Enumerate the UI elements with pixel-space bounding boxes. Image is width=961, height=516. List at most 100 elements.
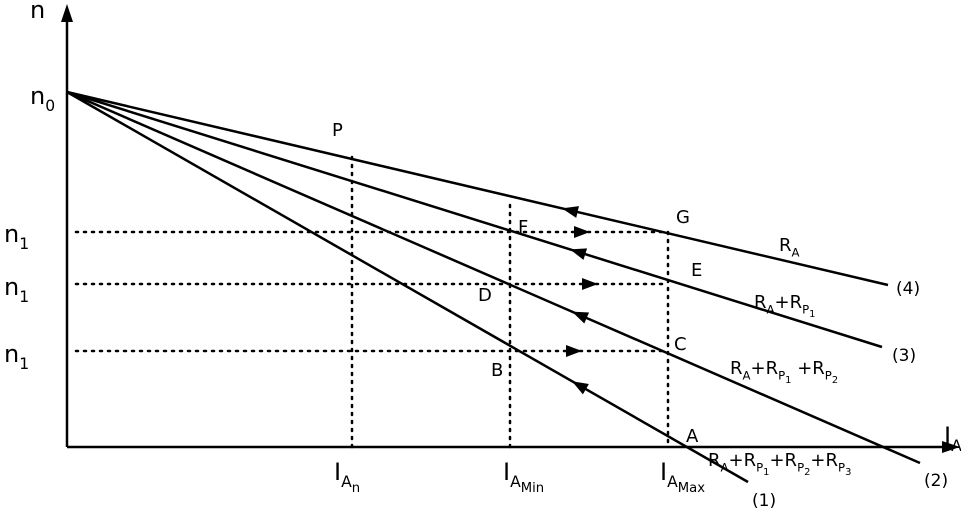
characteristic-line (66, 90, 889, 287)
point-label: A (686, 426, 699, 447)
current-label: IAMin (503, 458, 544, 496)
text-part: (4) (896, 279, 920, 299)
text-part: R (708, 450, 721, 471)
subscript: 1 (19, 235, 29, 253)
text-part: R (779, 235, 792, 256)
direction-arrow (562, 206, 579, 218)
resistance-label: RA+RP1 +RP2 (730, 358, 838, 386)
resistance-label: RA (779, 235, 800, 259)
subscript: A (510, 473, 521, 491)
point-label: E (691, 260, 702, 281)
point-label: G (676, 207, 690, 228)
text-part: +R (769, 450, 797, 471)
text-part: n (4, 220, 19, 248)
subscript: 3 (845, 467, 851, 478)
subscript: A (341, 473, 352, 491)
subscript: 1 (809, 309, 815, 320)
direction-arrow (574, 226, 590, 238)
resistance-label: RA+RP1 (754, 292, 815, 320)
direction-arrow (572, 381, 589, 395)
subscript: 1 (19, 288, 29, 306)
line-number: (1) (752, 491, 776, 511)
subscript: P (756, 460, 763, 474)
text-part: I (944, 422, 951, 450)
speed-label: n0 (30, 82, 55, 115)
line-number: (3) (892, 346, 916, 366)
direction-arrow (582, 278, 598, 290)
text-part: +R (751, 358, 779, 379)
characteristic-line (66, 90, 921, 465)
text-part: D (478, 285, 492, 306)
characteristic-line (66, 90, 749, 484)
guide-lines (74, 155, 670, 449)
text-part: A (686, 426, 699, 447)
subscript: 1 (785, 375, 791, 386)
y-axis-arrow (61, 4, 73, 22)
current-label: IAMax (660, 458, 705, 496)
subscript: A (792, 245, 800, 259)
subscript: 2 (804, 467, 810, 478)
point-label: F (518, 217, 528, 238)
text-part: (3) (892, 346, 916, 366)
text-part: n (30, 82, 45, 110)
text-part: +R (775, 292, 803, 313)
subscript: P (778, 368, 785, 382)
text-part: F (518, 217, 528, 238)
text-part: I (660, 458, 667, 486)
text-part: +R (791, 358, 824, 379)
text-part: n (4, 273, 19, 301)
text-part: +R (729, 450, 757, 471)
subscript: Max (678, 481, 705, 496)
subscript: 1 (763, 467, 769, 478)
speed-label: n1 (4, 220, 29, 253)
subscript: Min (521, 481, 544, 496)
text-part: n (30, 0, 45, 24)
line-number: (2) (924, 471, 948, 491)
text-part: R (754, 292, 767, 313)
point-label: P (332, 120, 343, 141)
subscript: 0 (45, 97, 55, 115)
text-part: +R (810, 450, 838, 471)
x-axis-arrow (942, 441, 960, 453)
characteristic-line (66, 90, 883, 349)
text-part: R (730, 358, 743, 379)
x-axis-label: IA (944, 422, 961, 455)
subscript: P (797, 460, 804, 474)
subscript: 1 (19, 355, 29, 373)
direction-arrow (572, 311, 590, 324)
labels: nIAn0n1n1n1PGFEDCBAIAnIAMinIAMax(4)RA(3)… (4, 0, 961, 511)
point-label: B (491, 360, 503, 381)
point-label: C (674, 334, 687, 355)
speed-label: n1 (4, 273, 29, 306)
subscript: A (951, 437, 961, 455)
text-part: (2) (924, 471, 948, 491)
text-part: I (503, 458, 510, 486)
subscript: P (825, 368, 832, 382)
characteristic-lines (66, 90, 921, 484)
line-number: (4) (896, 279, 920, 299)
text-part: E (691, 260, 702, 281)
speed-label: n1 (4, 340, 29, 373)
current-label: IAn (334, 458, 360, 496)
y-axis-label: n (30, 0, 45, 24)
direction-arrow (570, 248, 588, 260)
text-part: P (332, 120, 343, 141)
arrows (562, 206, 598, 395)
text-part: I (334, 458, 341, 486)
subscript: 2 (832, 375, 838, 386)
subscript: A (667, 473, 678, 491)
subscript: P (802, 302, 809, 316)
subscript: A (767, 302, 775, 316)
text-part: C (674, 334, 687, 355)
text-part: n (4, 340, 19, 368)
text-part: G (676, 207, 690, 228)
text-part: B (491, 360, 503, 381)
direction-arrow (566, 345, 582, 357)
resistance-label: RA+RP1+RP2+RP3 (708, 450, 851, 478)
subscript: A (743, 368, 751, 382)
subscript: P (838, 460, 845, 474)
subscript: n (352, 481, 360, 496)
text-part: (1) (752, 491, 776, 511)
point-label: D (478, 285, 492, 306)
